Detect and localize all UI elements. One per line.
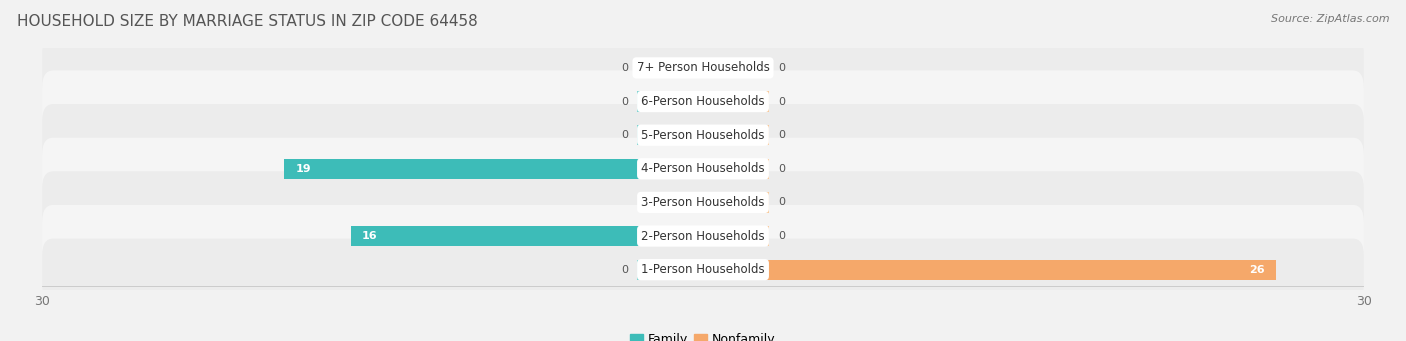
Text: 2-Person Households: 2-Person Households (641, 229, 765, 242)
Text: HOUSEHOLD SIZE BY MARRIAGE STATUS IN ZIP CODE 64458: HOUSEHOLD SIZE BY MARRIAGE STATUS IN ZIP… (17, 14, 478, 29)
Text: 0: 0 (778, 97, 785, 106)
Bar (659, 192, 703, 212)
Text: 0: 0 (778, 231, 785, 241)
Text: 6-Person Households: 6-Person Households (641, 95, 765, 108)
Text: 7+ Person Households: 7+ Person Households (637, 61, 769, 74)
Text: 16: 16 (361, 231, 377, 241)
Bar (637, 260, 703, 280)
Text: 0: 0 (778, 130, 785, 140)
Text: 0: 0 (778, 164, 785, 174)
FancyBboxPatch shape (42, 104, 1364, 166)
Bar (703, 192, 769, 212)
Bar (703, 125, 769, 145)
Text: 1-Person Households: 1-Person Households (641, 263, 765, 276)
Text: Source: ZipAtlas.com: Source: ZipAtlas.com (1271, 14, 1389, 24)
Text: 3-Person Households: 3-Person Households (641, 196, 765, 209)
Text: 0: 0 (621, 97, 628, 106)
Text: 19: 19 (295, 164, 311, 174)
Text: 4-Person Households: 4-Person Households (641, 162, 765, 175)
Bar (703, 58, 769, 78)
Text: 0: 0 (621, 265, 628, 275)
Text: 26: 26 (1249, 265, 1264, 275)
FancyBboxPatch shape (42, 71, 1364, 133)
FancyBboxPatch shape (42, 138, 1364, 200)
FancyBboxPatch shape (42, 239, 1364, 301)
FancyBboxPatch shape (42, 205, 1364, 267)
Text: 5-Person Households: 5-Person Households (641, 129, 765, 142)
Legend: Family, Nonfamily: Family, Nonfamily (626, 328, 780, 341)
Text: 0: 0 (621, 63, 628, 73)
Text: 2: 2 (669, 197, 678, 207)
Bar (350, 226, 703, 246)
Text: 0: 0 (778, 197, 785, 207)
Bar (703, 260, 1275, 280)
Bar (637, 125, 703, 145)
Bar (637, 91, 703, 112)
Bar (284, 159, 703, 179)
Bar (703, 159, 769, 179)
Text: 0: 0 (621, 130, 628, 140)
Bar (703, 91, 769, 112)
FancyBboxPatch shape (42, 171, 1364, 234)
Text: 0: 0 (778, 63, 785, 73)
FancyBboxPatch shape (42, 37, 1364, 99)
Bar (703, 226, 769, 246)
Bar (637, 58, 703, 78)
